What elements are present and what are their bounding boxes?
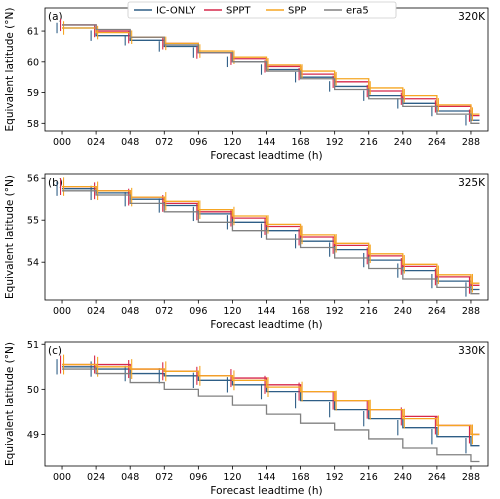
- legend-box: [127, 1, 397, 19]
- x-tick-label: 048: [121, 472, 139, 483]
- y-axis-label: Equivalent latitude (°N): [4, 175, 16, 299]
- x-tick-label: 240: [394, 137, 412, 148]
- x-tick-label: 096: [189, 306, 207, 317]
- x-tick-label: 168: [292, 472, 310, 483]
- x-tick-label: 000: [53, 472, 71, 483]
- x-tick-label: 288: [462, 306, 480, 317]
- series-line-era5: [62, 190, 480, 295]
- x-tick-label: 216: [360, 306, 378, 317]
- x-tick-label: 264: [428, 472, 446, 483]
- level-label: 330K: [458, 345, 486, 357]
- series-line-spp: [62, 185, 480, 284]
- x-tick-label: 192: [326, 472, 344, 483]
- x-axis-label: Forecast leadtime (h): [210, 485, 322, 497]
- x-tick-label: 144: [257, 306, 275, 317]
- x-tick-label: 288: [462, 137, 480, 148]
- x-tick-label: 192: [326, 137, 344, 148]
- x-tick-label: 096: [189, 472, 207, 483]
- x-tick-label: 168: [292, 306, 310, 317]
- x-tick-label: 072: [155, 306, 173, 317]
- x-axis-label: Forecast leadtime (h): [210, 319, 322, 331]
- series-line-ic-only: [62, 366, 480, 447]
- y-tick-label: 60: [27, 57, 39, 68]
- y-tick-label: 51: [27, 340, 39, 351]
- x-tick-label: 120: [223, 137, 241, 148]
- chart-panel-1: 58 59 60 61 000 024 048 072 096 120 144 168 192 216 24…: [4, 8, 489, 162]
- x-tick-label: 240: [394, 472, 412, 483]
- y-tick-label: 59: [27, 88, 39, 99]
- x-tick-label: 216: [360, 472, 378, 483]
- x-tick-label: 072: [155, 472, 173, 483]
- y-tick-label: 50: [27, 385, 39, 396]
- x-tick-label: 072: [155, 137, 173, 148]
- y-tick-label: 55: [27, 216, 39, 227]
- x-tick-label: 024: [87, 472, 105, 483]
- series-line-ic-only: [62, 27, 480, 121]
- x-tick-label: 120: [223, 472, 241, 483]
- series-line-era5: [62, 24, 480, 124]
- x-tick-label: 288: [462, 472, 480, 483]
- x-tick-label: 192: [326, 306, 344, 317]
- legend: IC-ONLY SPPT SPP era5: [127, 1, 397, 19]
- legend-label: IC-ONLY: [156, 6, 196, 17]
- legend-label: era5: [346, 6, 369, 17]
- series-line-ic-only: [62, 188, 480, 291]
- x-tick-label: 024: [87, 306, 105, 317]
- y-tick-label: 49: [27, 430, 39, 441]
- x-tick-label: 240: [394, 306, 412, 317]
- chart-panel-2: 54 55 56 000 024 048 072 096 120 144 168 192 216 240 2…: [4, 173, 489, 331]
- panel-label: (c): [48, 345, 62, 357]
- x-tick-label: 024: [87, 137, 105, 148]
- chart-panel-3: 49 50 51 000 024 048 072 096 120 144 168 192 216 240 2…: [4, 340, 489, 497]
- x-tick-label: 000: [53, 137, 71, 148]
- x-tick-label: 216: [360, 137, 378, 148]
- y-tick-label: 54: [27, 258, 39, 269]
- x-tick-label: 000: [53, 306, 71, 317]
- y-tick-label: 58: [27, 119, 39, 130]
- x-tick-label: 048: [121, 137, 139, 148]
- y-tick-label: 61: [27, 27, 39, 38]
- x-tick-label: 144: [257, 137, 275, 148]
- x-tick-label: 168: [292, 137, 310, 148]
- level-label: 320K: [458, 11, 486, 23]
- x-tick-label: 264: [428, 137, 446, 148]
- series-line-era5: [62, 368, 480, 463]
- y-axis-label: Equivalent latitude (°N): [4, 342, 16, 466]
- y-axis-label: Equivalent latitude (°N): [4, 8, 16, 132]
- x-tick-label: 264: [428, 306, 446, 317]
- legend-label: SPP: [288, 6, 306, 17]
- panel-label: (b): [48, 177, 63, 189]
- x-tick-label: 096: [189, 137, 207, 148]
- x-axis-label: Forecast leadtime (h): [210, 150, 322, 162]
- y-tick-label: 56: [27, 174, 39, 185]
- level-label: 325K: [458, 177, 486, 189]
- x-tick-label: 120: [223, 306, 241, 317]
- series-line-spp: [62, 363, 480, 436]
- x-tick-label: 144: [257, 472, 275, 483]
- legend-label: SPPT: [226, 6, 251, 17]
- x-tick-label: 048: [121, 306, 139, 317]
- panel-label: (a): [48, 11, 63, 23]
